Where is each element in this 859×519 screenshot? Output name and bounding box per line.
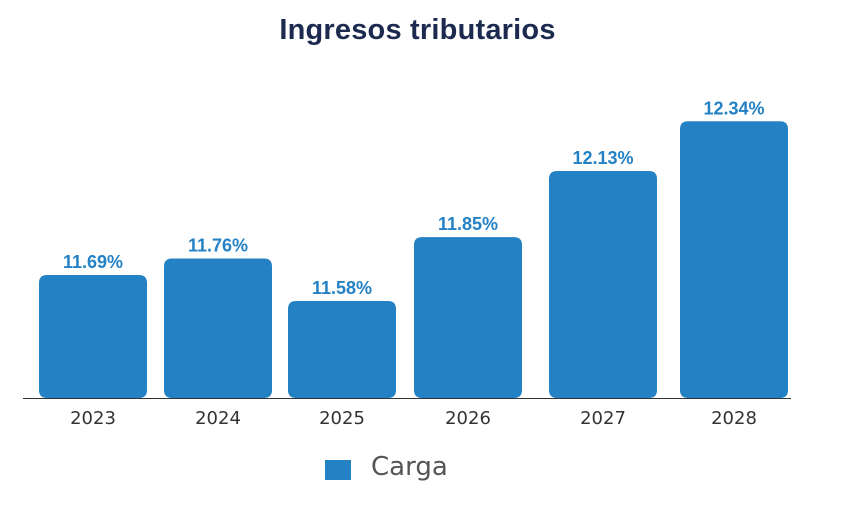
bar-2024 bbox=[164, 258, 272, 398]
legend-label: Carga bbox=[371, 452, 448, 482]
legend: Carga bbox=[325, 452, 448, 482]
bar-2023 bbox=[39, 275, 147, 398]
x-tick-label-2023: 2023 bbox=[70, 408, 116, 429]
x-tick-label-2028: 2028 bbox=[711, 408, 757, 429]
value-label-2024: 11.76% bbox=[188, 235, 248, 255]
value-label-2025: 11.58% bbox=[312, 278, 372, 298]
bar-2027 bbox=[549, 170, 657, 398]
value-label-2028: 12.34% bbox=[703, 98, 764, 118]
value-label-2027: 12.13% bbox=[572, 148, 633, 168]
chart-title: Ingresos tributarios bbox=[279, 14, 556, 46]
x-tick-label-2025: 2025 bbox=[319, 408, 365, 429]
bar-2026 bbox=[414, 237, 522, 398]
x-tick-label-2027: 2027 bbox=[580, 408, 626, 429]
legend-swatch bbox=[325, 460, 351, 480]
value-label-2026: 11.85% bbox=[438, 214, 498, 234]
x-tick-label-2024: 2024 bbox=[195, 408, 241, 429]
x-tick-label-2026: 2026 bbox=[445, 408, 491, 429]
bar-2028 bbox=[680, 121, 788, 399]
bar-2025 bbox=[288, 301, 396, 398]
value-label-2023: 11.69% bbox=[63, 252, 123, 272]
